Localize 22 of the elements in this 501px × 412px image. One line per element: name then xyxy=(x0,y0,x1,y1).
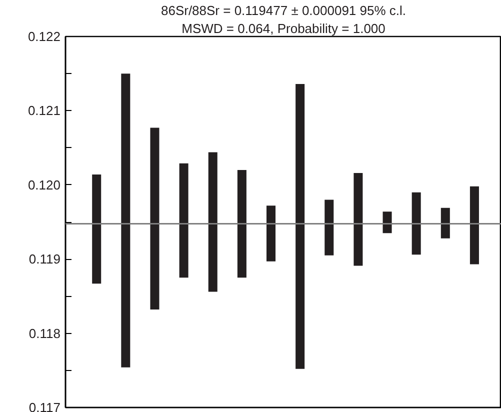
text: MSWD = 0.064, Probability = 1.000 xyxy=(182,21,386,36)
text: 86Sr/88Sr = 0.119477 ± 0.000091 95% c.l. xyxy=(160,3,406,18)
bar xyxy=(440,208,450,238)
y-tick-label: 0.122 xyxy=(28,29,61,44)
bar xyxy=(92,174,102,284)
bar xyxy=(237,170,246,278)
bar xyxy=(121,74,130,368)
bar xyxy=(412,192,421,255)
y-tick-label: 0.118 xyxy=(28,326,61,341)
bar xyxy=(208,152,218,292)
y-tick-label: 0.117 xyxy=(28,400,61,412)
bar xyxy=(324,200,334,256)
bar xyxy=(150,128,160,310)
bar xyxy=(382,212,392,234)
bar xyxy=(296,84,305,369)
bar xyxy=(354,173,363,266)
y-tick-label: 0.119 xyxy=(28,252,61,267)
bar xyxy=(266,206,276,262)
y-tick-label: 0.121 xyxy=(28,103,61,118)
y-tick-label: 0.120 xyxy=(28,177,61,192)
bar xyxy=(179,163,188,278)
bar xyxy=(470,186,479,264)
